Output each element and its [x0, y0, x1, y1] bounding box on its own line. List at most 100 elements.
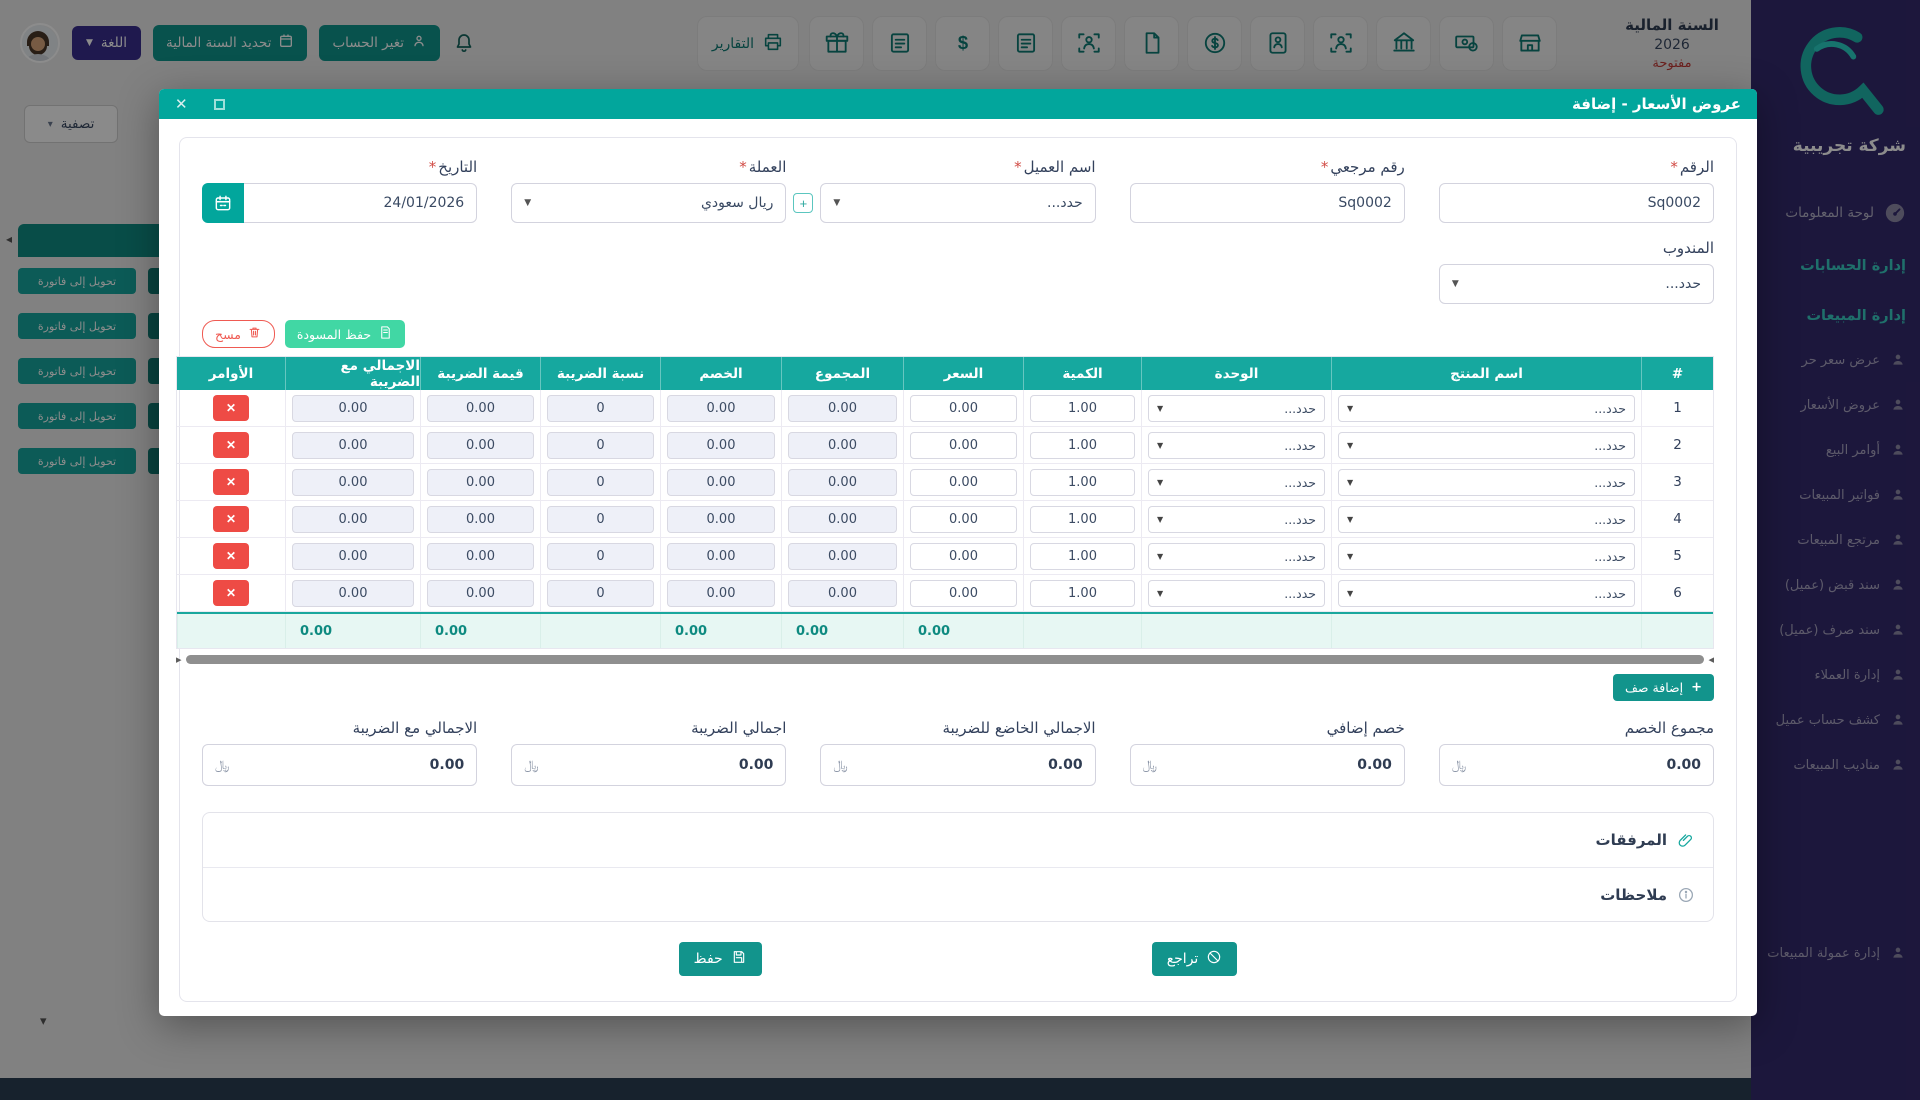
price-input[interactable]: 0.00 — [910, 506, 1017, 533]
grand-input[interactable]: 0.00 — [292, 506, 414, 533]
cell-qty: 1.00 — [1023, 464, 1141, 500]
grand-input[interactable]: 0.00 — [292, 395, 414, 422]
agent-select[interactable]: حدد... ▼ — [1439, 264, 1714, 304]
unit-select[interactable]: حدد...▼ — [1148, 543, 1325, 570]
clear-button[interactable]: مسح — [202, 320, 275, 348]
tax_value-input[interactable]: 0.00 — [427, 395, 534, 422]
unit-select[interactable]: حدد...▼ — [1148, 432, 1325, 459]
total-input[interactable]: 0.00 — [788, 469, 897, 496]
currency-select[interactable]: ريال سعودي ▼ — [511, 183, 786, 223]
qty-input[interactable]: 1.00 — [1030, 469, 1135, 496]
tax_rate-input[interactable]: 0 — [547, 395, 654, 422]
total-input[interactable]: 0.00 — [788, 432, 897, 459]
discount-input[interactable]: 0.00 — [667, 506, 775, 533]
discount-input[interactable]: 0.00 — [667, 543, 775, 570]
delete-row-button[interactable]: ✕ — [213, 580, 249, 606]
cell-actions: ✕ — [177, 538, 285, 574]
items-table: #اسم المنتجالوحدةالكميةالسعرالمجموعالخصم… — [176, 356, 1714, 649]
price-input[interactable]: 0.00 — [910, 469, 1017, 496]
summary-input[interactable]: 0.00﷼ — [1439, 744, 1714, 786]
total-discount: 0.00 — [660, 614, 781, 648]
maximize-icon[interactable] — [214, 99, 225, 110]
price-input[interactable]: 0.00 — [910, 543, 1017, 570]
save-button[interactable]: حفظ — [679, 942, 762, 976]
scroll-left-icon[interactable]: ▸ — [176, 654, 182, 665]
qty-input[interactable]: 1.00 — [1030, 506, 1135, 533]
close-icon[interactable]: ✕ — [175, 97, 188, 112]
reference-input[interactable] — [1130, 183, 1405, 223]
delete-row-button[interactable]: ✕ — [213, 543, 249, 569]
qty-input[interactable]: 1.00 — [1030, 543, 1135, 570]
grand-input[interactable]: 0.00 — [292, 580, 414, 607]
tax_rate-input[interactable]: 0 — [547, 580, 654, 607]
qty-input[interactable]: 1.00 — [1030, 432, 1135, 459]
product-select[interactable]: حدد...▼ — [1338, 506, 1635, 533]
discount-input[interactable]: 0.00 — [667, 580, 775, 607]
total-input[interactable]: 0.00 — [788, 395, 897, 422]
price-input[interactable]: 0.00 — [910, 432, 1017, 459]
date-picker-button[interactable] — [202, 183, 244, 223]
chevron-down-icon: ▼ — [1347, 589, 1353, 598]
product-select[interactable]: حدد...▼ — [1338, 432, 1635, 459]
cell-tax_rate: 0 — [540, 427, 660, 463]
scroll-right-icon[interactable]: ◂ — [1708, 654, 1714, 665]
add-customer-button[interactable]: + — [793, 193, 813, 213]
product-select[interactable]: حدد...▼ — [1338, 543, 1635, 570]
summary-input[interactable]: 0.00﷼ — [1130, 744, 1405, 786]
add-row-button[interactable]: + إضافة صف — [1613, 674, 1714, 701]
delete-row-button[interactable]: ✕ — [213, 506, 249, 532]
hscrollbar-thumb[interactable] — [186, 655, 1705, 664]
unit-select[interactable]: حدد...▼ — [1148, 506, 1325, 533]
total-input[interactable]: 0.00 — [788, 506, 897, 533]
product-select[interactable]: حدد...▼ — [1338, 469, 1635, 496]
notes-row[interactable]: ملاحظات — [203, 867, 1713, 921]
save-draft-button[interactable]: حفظ المسودة — [285, 320, 405, 348]
cell-total: 0.00 — [781, 538, 903, 574]
date-input[interactable] — [244, 183, 477, 223]
cell-product: حدد...▼ — [1331, 464, 1641, 500]
price-input[interactable]: 0.00 — [910, 395, 1017, 422]
tax_value-input[interactable]: 0.00 — [427, 432, 534, 459]
summary-input[interactable]: 0.00﷼ — [511, 744, 786, 786]
delete-row-button[interactable]: ✕ — [213, 469, 249, 495]
discount-input[interactable]: 0.00 — [667, 432, 775, 459]
product-select[interactable]: حدد...▼ — [1338, 580, 1635, 607]
product-select[interactable]: حدد...▼ — [1338, 395, 1635, 422]
cell-qty: 1.00 — [1023, 538, 1141, 574]
attachments-label: المرفقات — [1596, 831, 1667, 849]
qty-input[interactable]: 1.00 — [1030, 395, 1135, 422]
number-input[interactable] — [1439, 183, 1714, 223]
customer-select[interactable]: حدد... ▼ — [820, 183, 1095, 223]
tax_rate-input[interactable]: 0 — [547, 506, 654, 533]
grand-input[interactable]: 0.00 — [292, 432, 414, 459]
unit-select[interactable]: حدد...▼ — [1148, 469, 1325, 496]
reference-field: رقم مرجعي* — [1130, 158, 1405, 223]
grand-input[interactable]: 0.00 — [292, 543, 414, 570]
chevron-down-icon: ▼ — [1347, 478, 1353, 487]
tax_rate-input[interactable]: 0 — [547, 469, 654, 496]
form-row-1: الرقم* رقم مرجعي* اسم العميل* حدد... ▼ + — [202, 158, 1714, 223]
grand-input[interactable]: 0.00 — [292, 469, 414, 496]
price-input[interactable]: 0.00 — [910, 580, 1017, 607]
items-table-header: #اسم المنتجالوحدةالكميةالسعرالمجموعالخصم… — [177, 357, 1713, 390]
tax_value-input[interactable]: 0.00 — [427, 506, 534, 533]
total-input[interactable]: 0.00 — [788, 543, 897, 570]
qty-input[interactable]: 1.00 — [1030, 580, 1135, 607]
tax_rate-input[interactable]: 0 — [547, 543, 654, 570]
discount-input[interactable]: 0.00 — [667, 469, 775, 496]
unit-select[interactable]: حدد...▼ — [1148, 580, 1325, 607]
delete-row-button[interactable]: ✕ — [213, 432, 249, 458]
tax_value-input[interactable]: 0.00 — [427, 543, 534, 570]
unit-select[interactable]: حدد...▼ — [1148, 395, 1325, 422]
discount-input[interactable]: 0.00 — [667, 395, 775, 422]
tax_value-input[interactable]: 0.00 — [427, 469, 534, 496]
tax_value-input[interactable]: 0.00 — [427, 580, 534, 607]
attachments-row[interactable]: المرفقات — [203, 813, 1713, 867]
summary-input[interactable]: 0.00﷼ — [820, 744, 1095, 786]
back-button[interactable]: تراجع — [1152, 942, 1238, 976]
summary-input[interactable]: 0.00﷼ — [202, 744, 477, 786]
total-input[interactable]: 0.00 — [788, 580, 897, 607]
customer-label: اسم العميل* — [820, 158, 1095, 176]
delete-row-button[interactable]: ✕ — [213, 395, 249, 421]
tax_rate-input[interactable]: 0 — [547, 432, 654, 459]
